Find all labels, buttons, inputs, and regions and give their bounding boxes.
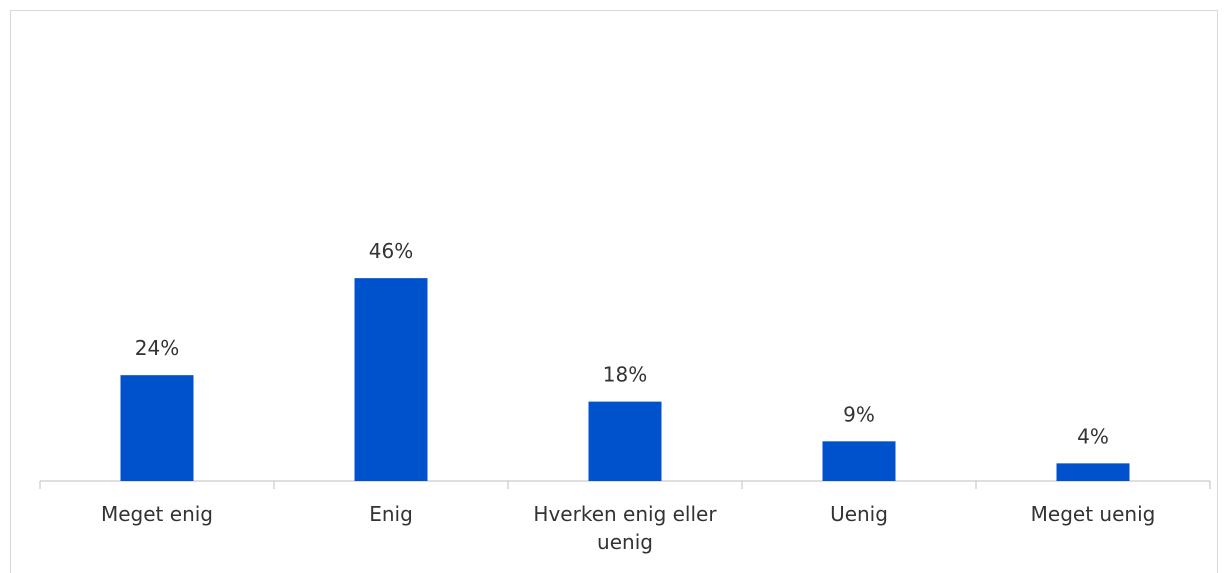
x-tick-label: Meget uenig xyxy=(1030,502,1156,526)
x-tick-label: Enig xyxy=(369,502,413,526)
data-label: 4% xyxy=(1077,424,1109,448)
bar xyxy=(822,441,896,481)
bar xyxy=(354,278,428,481)
bar xyxy=(120,375,194,481)
x-tick-label: Uenig xyxy=(830,502,888,526)
bar xyxy=(588,401,662,481)
data-label: 24% xyxy=(135,336,179,360)
x-tick-label: Hverken enig eller uenig xyxy=(533,502,717,554)
bar xyxy=(1056,463,1130,481)
data-label: 18% xyxy=(603,363,647,387)
data-label: 46% xyxy=(369,239,413,263)
chart-frame xyxy=(10,10,1218,573)
data-label: 9% xyxy=(843,402,875,426)
x-tick-label: Meget enig xyxy=(101,502,213,526)
